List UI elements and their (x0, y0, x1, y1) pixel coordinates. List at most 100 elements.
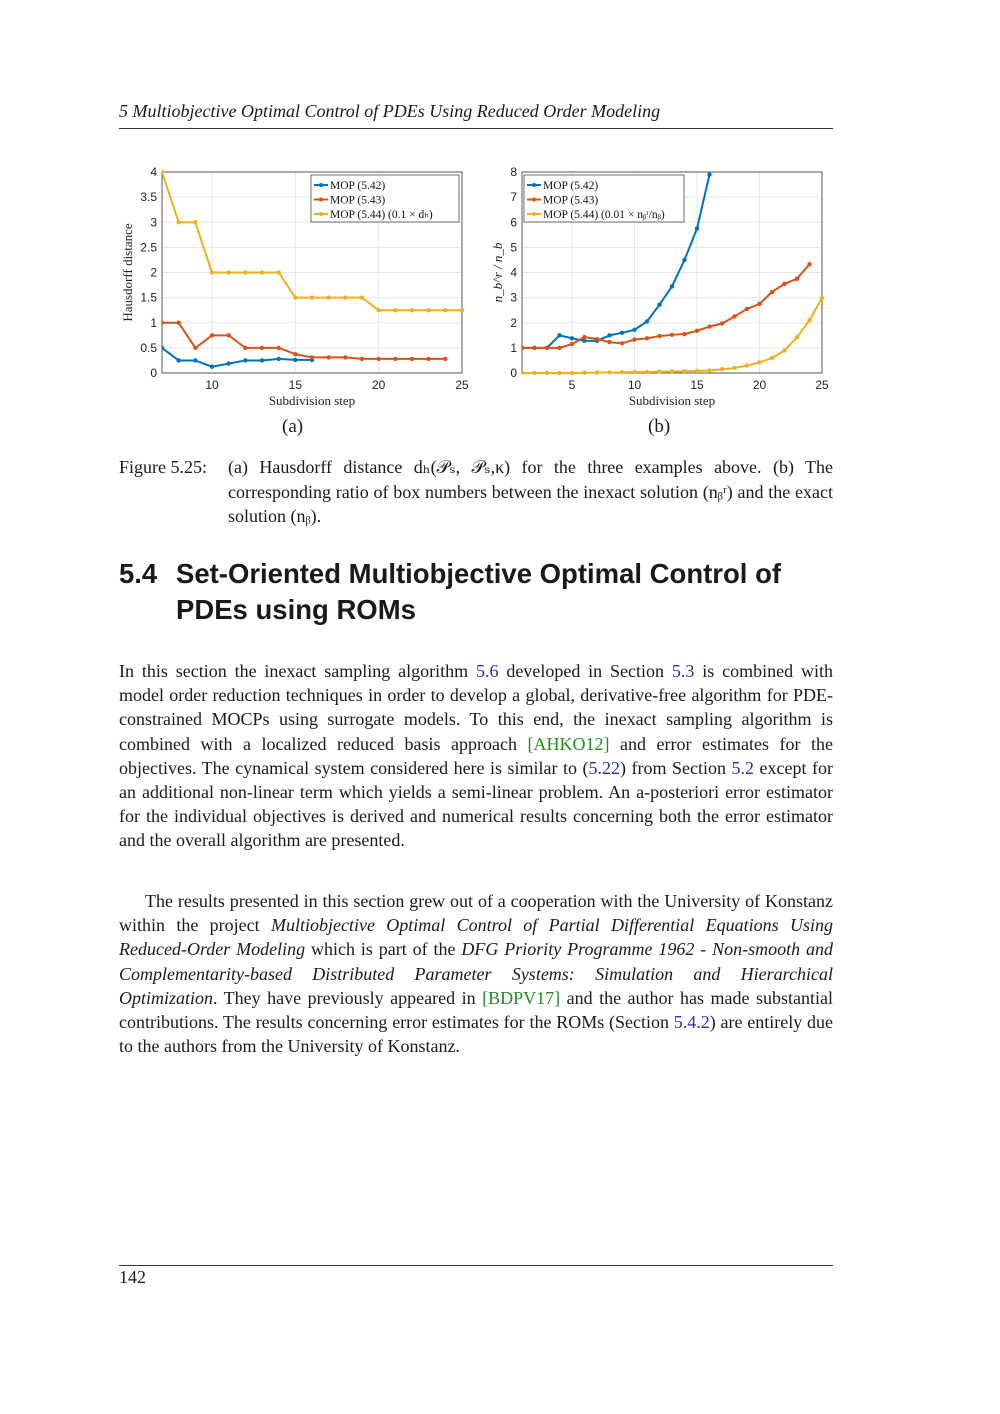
cross-reference-link[interactable]: 5.2 (731, 757, 755, 778)
data-point (807, 262, 812, 267)
data-point (522, 370, 525, 376)
data-point (393, 356, 398, 362)
y-tick-label: 2.5 (140, 240, 157, 254)
legend-marker (532, 212, 536, 216)
section-heading: 5.4 Set-Oriented Multiobjective Optimal … (119, 556, 833, 628)
data-point (582, 338, 587, 344)
series-1 (522, 172, 712, 351)
data-point (669, 284, 675, 289)
chart-hausdorff-distance: 10 15 20 25 0 0.5 1 1.5 2 2.5 3 3.5 4 Subdivision ste… (120, 165, 469, 408)
legend-entry: MOP (5.43) (330, 195, 385, 207)
cross-reference-link[interactable]: 5.22 (588, 757, 621, 778)
cross-reference-link[interactable]: 5.6 (475, 661, 499, 681)
legend-entry: MOP (5.42) (330, 180, 385, 192)
data-point (326, 295, 331, 300)
cross-reference-link[interactable]: 5.4.2 (673, 1012, 710, 1033)
data-point (682, 257, 687, 263)
y-axis-label: n_b^r / n_b (490, 242, 505, 302)
text-segment: is combined with model order reduction t… (119, 661, 833, 754)
axes-box (161, 171, 463, 374)
data-point (694, 368, 700, 374)
figure-caption: Figure 5.25: (a) Hausdorff distance dₕ(𝒫… (119, 455, 833, 529)
data-point (694, 226, 700, 231)
y-tick-label: 0 (150, 366, 157, 380)
data-point (522, 345, 525, 351)
data-point (343, 295, 348, 300)
data-point (719, 367, 725, 372)
data-point (644, 336, 650, 341)
data-point (226, 333, 231, 338)
legend-box (310, 174, 460, 223)
data-point (669, 332, 675, 338)
subfig-label-b: (b) (648, 416, 671, 437)
x-tick-label: 10 (628, 378, 642, 392)
data-point (226, 270, 231, 275)
data-point (707, 324, 712, 329)
data-point (757, 360, 762, 365)
data-point (532, 370, 537, 376)
data-point (557, 345, 562, 351)
data-point (359, 356, 365, 362)
y-tick-label: 3 (510, 291, 517, 305)
data-point (769, 289, 775, 295)
y-tick-label: 3 (150, 215, 157, 229)
data-point (259, 358, 265, 363)
x-tick-label: 10 (205, 378, 219, 392)
data-point (607, 370, 612, 375)
page-number: 142 (119, 1267, 146, 1287)
x-tick-label: 5 (569, 378, 576, 392)
y-tick-label: 2 (510, 316, 517, 330)
data-point (359, 295, 365, 300)
data-point (209, 364, 215, 369)
data-point (193, 220, 198, 225)
data-point (409, 356, 415, 362)
text-segment: The results presented in this section gr… (119, 891, 833, 936)
citation-link[interactable]: [BDPV17] (482, 987, 561, 1008)
section-title: Set-Oriented Multiobjective Optimal Cont… (176, 558, 782, 625)
text-segment: and error estimates for the objectives. … (119, 733, 834, 778)
data-point (243, 270, 248, 275)
data-point (807, 318, 812, 323)
text-segment: . They have previously appeared in (213, 987, 483, 1008)
series-2 (162, 320, 448, 362)
data-point (193, 358, 198, 363)
data-point (732, 365, 737, 371)
series-1 (162, 345, 315, 369)
data-point (707, 368, 712, 373)
data-point (209, 270, 215, 275)
data-point (682, 369, 687, 374)
legend-box (523, 174, 685, 223)
text-segment: In this section the inexact sampling alg… (119, 661, 476, 681)
data-point (607, 333, 612, 338)
caption-text: (a) Hausdorff distance dₕ(𝒫ₛ, 𝒫ₛ,κ) for … (228, 457, 833, 526)
data-point (632, 327, 637, 332)
y-tick-label: 2 (150, 266, 157, 280)
data-point (632, 337, 637, 342)
data-point (409, 307, 415, 313)
data-point (209, 333, 215, 338)
citation-link[interactable]: [AHKO12] (527, 733, 610, 754)
x-tick-label: 25 (815, 378, 829, 392)
x-tick-label: 25 (455, 378, 469, 392)
data-point (669, 369, 675, 374)
data-point (557, 333, 562, 338)
data-point (376, 356, 381, 362)
y-tick-label: 1 (510, 341, 517, 355)
data-point (393, 307, 398, 313)
series-line (522, 174, 711, 349)
data-point (293, 357, 298, 363)
data-point (176, 220, 181, 225)
legend-marker (319, 212, 323, 216)
data-point (582, 370, 587, 375)
data-point (443, 356, 448, 362)
legend-marker (532, 197, 536, 202)
legend-entry: MOP (5.43) (543, 195, 598, 207)
series-line (162, 347, 312, 368)
data-point (162, 320, 165, 325)
cross-reference-link[interactable]: 5.3 (671, 661, 695, 681)
data-point (794, 335, 800, 340)
data-point (569, 370, 575, 376)
data-point (193, 345, 198, 351)
data-point (582, 334, 587, 340)
series-2 (522, 262, 812, 351)
